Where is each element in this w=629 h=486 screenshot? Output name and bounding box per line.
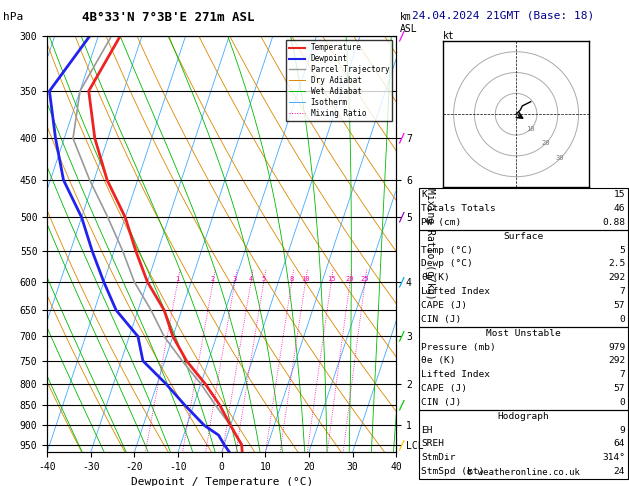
Text: 1: 1 bbox=[175, 276, 180, 282]
Text: /: / bbox=[398, 276, 405, 288]
Text: hPa: hPa bbox=[3, 12, 23, 22]
Text: Hodograph: Hodograph bbox=[498, 412, 549, 421]
Legend: Temperature, Dewpoint, Parcel Trajectory, Dry Adiabat, Wet Adiabat, Isotherm, Mi: Temperature, Dewpoint, Parcel Trajectory… bbox=[286, 40, 392, 121]
Text: 24.04.2024 21GMT (Base: 18): 24.04.2024 21GMT (Base: 18) bbox=[412, 11, 594, 21]
Text: 9: 9 bbox=[620, 426, 625, 434]
Text: /: / bbox=[398, 211, 405, 224]
Text: 57: 57 bbox=[614, 384, 625, 393]
Text: 5: 5 bbox=[620, 245, 625, 255]
Text: 10: 10 bbox=[526, 126, 535, 132]
Text: /: / bbox=[398, 30, 405, 43]
Text: 5: 5 bbox=[262, 276, 266, 282]
X-axis label: Dewpoint / Temperature (°C): Dewpoint / Temperature (°C) bbox=[131, 477, 313, 486]
Text: 25: 25 bbox=[361, 276, 369, 282]
Text: 979: 979 bbox=[608, 343, 625, 351]
Text: 2: 2 bbox=[211, 276, 215, 282]
Text: Pressure (mb): Pressure (mb) bbox=[421, 343, 496, 351]
Text: 8: 8 bbox=[289, 276, 294, 282]
Text: Dewp (°C): Dewp (°C) bbox=[421, 260, 473, 268]
Text: kt: kt bbox=[443, 31, 455, 40]
Text: 292: 292 bbox=[608, 273, 625, 282]
Text: 20: 20 bbox=[541, 140, 550, 146]
Text: 30: 30 bbox=[555, 155, 564, 161]
Y-axis label: Mixing Ratio (g/kg): Mixing Ratio (g/kg) bbox=[425, 189, 435, 300]
Text: km
ASL: km ASL bbox=[400, 12, 418, 34]
Text: Surface: Surface bbox=[503, 232, 543, 241]
Text: Temp (°C): Temp (°C) bbox=[421, 245, 473, 255]
Text: 10: 10 bbox=[301, 276, 309, 282]
Text: PW (cm): PW (cm) bbox=[421, 218, 462, 227]
Text: 64: 64 bbox=[614, 439, 625, 449]
Text: K: K bbox=[421, 190, 427, 199]
Text: 46: 46 bbox=[614, 204, 625, 213]
Text: Lifted Index: Lifted Index bbox=[421, 287, 491, 296]
Text: © weatheronline.co.uk: © weatheronline.co.uk bbox=[467, 468, 580, 477]
Text: 7: 7 bbox=[620, 287, 625, 296]
Text: 4: 4 bbox=[249, 276, 253, 282]
Text: 0.88: 0.88 bbox=[602, 218, 625, 227]
Text: Lifted Index: Lifted Index bbox=[421, 370, 491, 379]
Text: 7: 7 bbox=[620, 370, 625, 379]
Text: 2.5: 2.5 bbox=[608, 260, 625, 268]
Text: /: / bbox=[398, 399, 405, 412]
Text: 4B°33'N 7°3B'E 271m ASL: 4B°33'N 7°3B'E 271m ASL bbox=[82, 11, 254, 24]
Text: 57: 57 bbox=[614, 301, 625, 310]
Text: 20: 20 bbox=[346, 276, 354, 282]
Text: θe (K): θe (K) bbox=[421, 356, 456, 365]
Text: 15: 15 bbox=[327, 276, 335, 282]
Text: 0: 0 bbox=[620, 398, 625, 407]
Text: StmDir: StmDir bbox=[421, 453, 456, 462]
Text: EH: EH bbox=[421, 426, 433, 434]
Text: SREH: SREH bbox=[421, 439, 445, 449]
Text: CIN (J): CIN (J) bbox=[421, 315, 462, 324]
Text: CAPE (J): CAPE (J) bbox=[421, 384, 467, 393]
Text: /: / bbox=[398, 330, 405, 343]
Text: 0: 0 bbox=[620, 315, 625, 324]
Text: 314°: 314° bbox=[602, 453, 625, 462]
Text: /: / bbox=[398, 438, 405, 451]
Text: 15: 15 bbox=[614, 190, 625, 199]
Text: StmSpd (kt): StmSpd (kt) bbox=[421, 467, 485, 476]
Text: 24: 24 bbox=[614, 467, 625, 476]
Text: CIN (J): CIN (J) bbox=[421, 398, 462, 407]
Text: 3: 3 bbox=[233, 276, 237, 282]
Text: /: / bbox=[398, 132, 405, 145]
Text: 292: 292 bbox=[608, 356, 625, 365]
Text: Most Unstable: Most Unstable bbox=[486, 329, 560, 338]
Text: Totals Totals: Totals Totals bbox=[421, 204, 496, 213]
Text: θe(K): θe(K) bbox=[421, 273, 450, 282]
Text: CAPE (J): CAPE (J) bbox=[421, 301, 467, 310]
